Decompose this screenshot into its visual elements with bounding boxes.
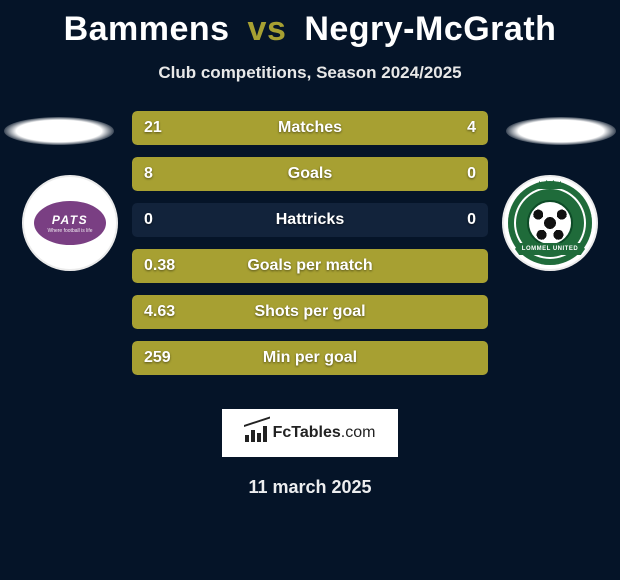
stat-row: Min per goal259 — [132, 341, 488, 375]
comparison-area: PATS Where football is life LOMMEL UNITE… — [0, 111, 620, 381]
vs-label: vs — [248, 10, 287, 48]
stat-row: Hattricks0 0 — [132, 203, 488, 237]
player2-name: Negry-McGrath — [304, 10, 556, 48]
stat-value-left: 259 — [144, 341, 171, 375]
brand-text: FcTables.com — [273, 424, 376, 442]
stat-value-right: 0 — [467, 157, 476, 191]
brand-name: FcTables — [273, 424, 341, 441]
crown-icon — [536, 179, 564, 189]
stat-row: Matches21 4 — [132, 111, 488, 145]
stat-value-left: 0 — [144, 203, 153, 237]
stat-value-left: 4.63 — [144, 295, 175, 329]
stat-value-right: 0 — [467, 203, 476, 237]
pats-logo-text: PATS — [52, 213, 88, 227]
stat-value-left: 0.38 — [144, 249, 175, 283]
page-title: Bammens vs Negry-McGrath — [0, 0, 620, 49]
pats-logo: PATS Where football is life — [34, 201, 106, 245]
team-badge-left: PATS Where football is life — [22, 175, 118, 271]
stat-value-left: 21 — [144, 111, 162, 145]
bar-chart-icon — [245, 424, 269, 442]
stat-label: Min per goal — [132, 341, 488, 375]
left-shadow-ellipse — [4, 117, 114, 145]
stat-value-left: 8 — [144, 157, 153, 191]
stat-row: Goals8 0 — [132, 157, 488, 191]
stat-row: Goals per match0.38 — [132, 249, 488, 283]
team-badge-right: LOMMEL UNITED — [502, 175, 598, 271]
right-shadow-ellipse — [506, 117, 616, 145]
stat-row: Shots per goal4.63 — [132, 295, 488, 329]
stat-label: Goals per match — [132, 249, 488, 283]
stat-label: Goals — [132, 157, 488, 191]
soccer-ball-icon — [527, 200, 573, 246]
stat-label: Shots per goal — [132, 295, 488, 329]
lommel-ribbon: LOMMEL UNITED — [515, 243, 585, 255]
brand-tld: .com — [341, 424, 376, 441]
lommel-logo: LOMMEL UNITED — [508, 181, 592, 265]
stat-value-right: 4 — [467, 111, 476, 145]
date-label: 11 march 2025 — [0, 477, 620, 498]
brand-badge: FcTables.com — [222, 409, 398, 457]
subtitle: Club competitions, Season 2024/2025 — [0, 63, 620, 83]
player1-name: Bammens — [64, 10, 230, 48]
stat-bars: Matches214Goals80Hattricks00Goals per ma… — [132, 111, 488, 387]
stat-label: Matches — [132, 111, 488, 145]
stat-label: Hattricks — [132, 203, 488, 237]
pats-logo-subtext: Where football is life — [47, 228, 92, 234]
